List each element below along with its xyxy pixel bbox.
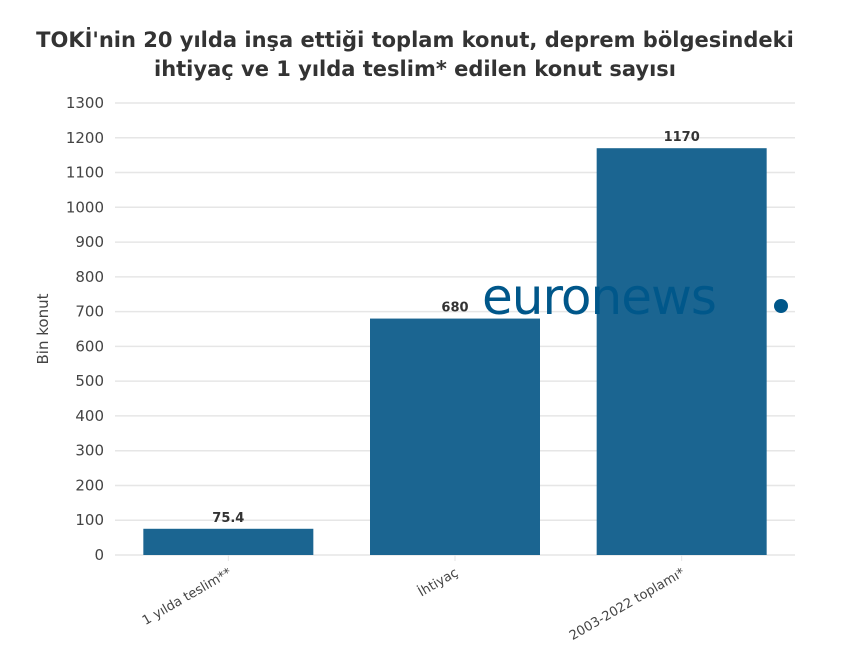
euronews-watermark-logo: euronews [482, 268, 716, 326]
x-tick-label: 1 yılda teslim** [140, 565, 235, 628]
bars: 75.4 680 1170 [143, 130, 767, 555]
y-tick-label: 1200 [66, 129, 104, 147]
y-tick-label: 100 [75, 511, 104, 529]
title-line-2: ihtiyaç ve 1 yılda teslim* edilen konut … [154, 57, 676, 81]
y-tick-label: 800 [75, 268, 104, 286]
watermark-dot [774, 299, 788, 313]
title-line-1: TOKİ'nin 20 yılda inşa ettiği toplam kon… [36, 28, 794, 52]
x-tick-label: İhtiyaç [415, 565, 461, 601]
y-tick-label: 200 [75, 476, 104, 494]
bar [370, 318, 540, 555]
chart-title: TOKİ'nin 20 yılda inşa ettiği toplam kon… [0, 26, 830, 84]
y-tick-label: 1000 [66, 198, 104, 216]
bar [143, 528, 314, 555]
y-tick-label: 500 [75, 372, 104, 390]
x-ticks: 1 yılda teslim** İhtiyaç 2003-2022 toplamı… [140, 555, 688, 644]
y-tick-label: 1100 [66, 164, 104, 182]
y-tick-label: 0 [94, 546, 104, 564]
data-label: 680 [441, 301, 468, 316]
y-tick-label: 1300 [66, 94, 104, 112]
data-label: 1170 [664, 130, 700, 145]
y-tick-label: 400 [75, 407, 104, 425]
bar [596, 148, 767, 555]
data-label: 75.4 [212, 511, 244, 526]
y-ticks: 0 100 200 300 400 500 600 700 800 900 1000 1100 1200… [66, 94, 104, 564]
y-tick-label: 300 [75, 442, 104, 460]
x-tick-label: 2003-2022 toplamı* [567, 565, 688, 644]
y-tick-label: 900 [75, 233, 104, 251]
y-tick-label: 700 [75, 303, 104, 321]
y-axis-label: Bin konut [34, 293, 52, 364]
y-tick-label: 600 [75, 337, 104, 355]
